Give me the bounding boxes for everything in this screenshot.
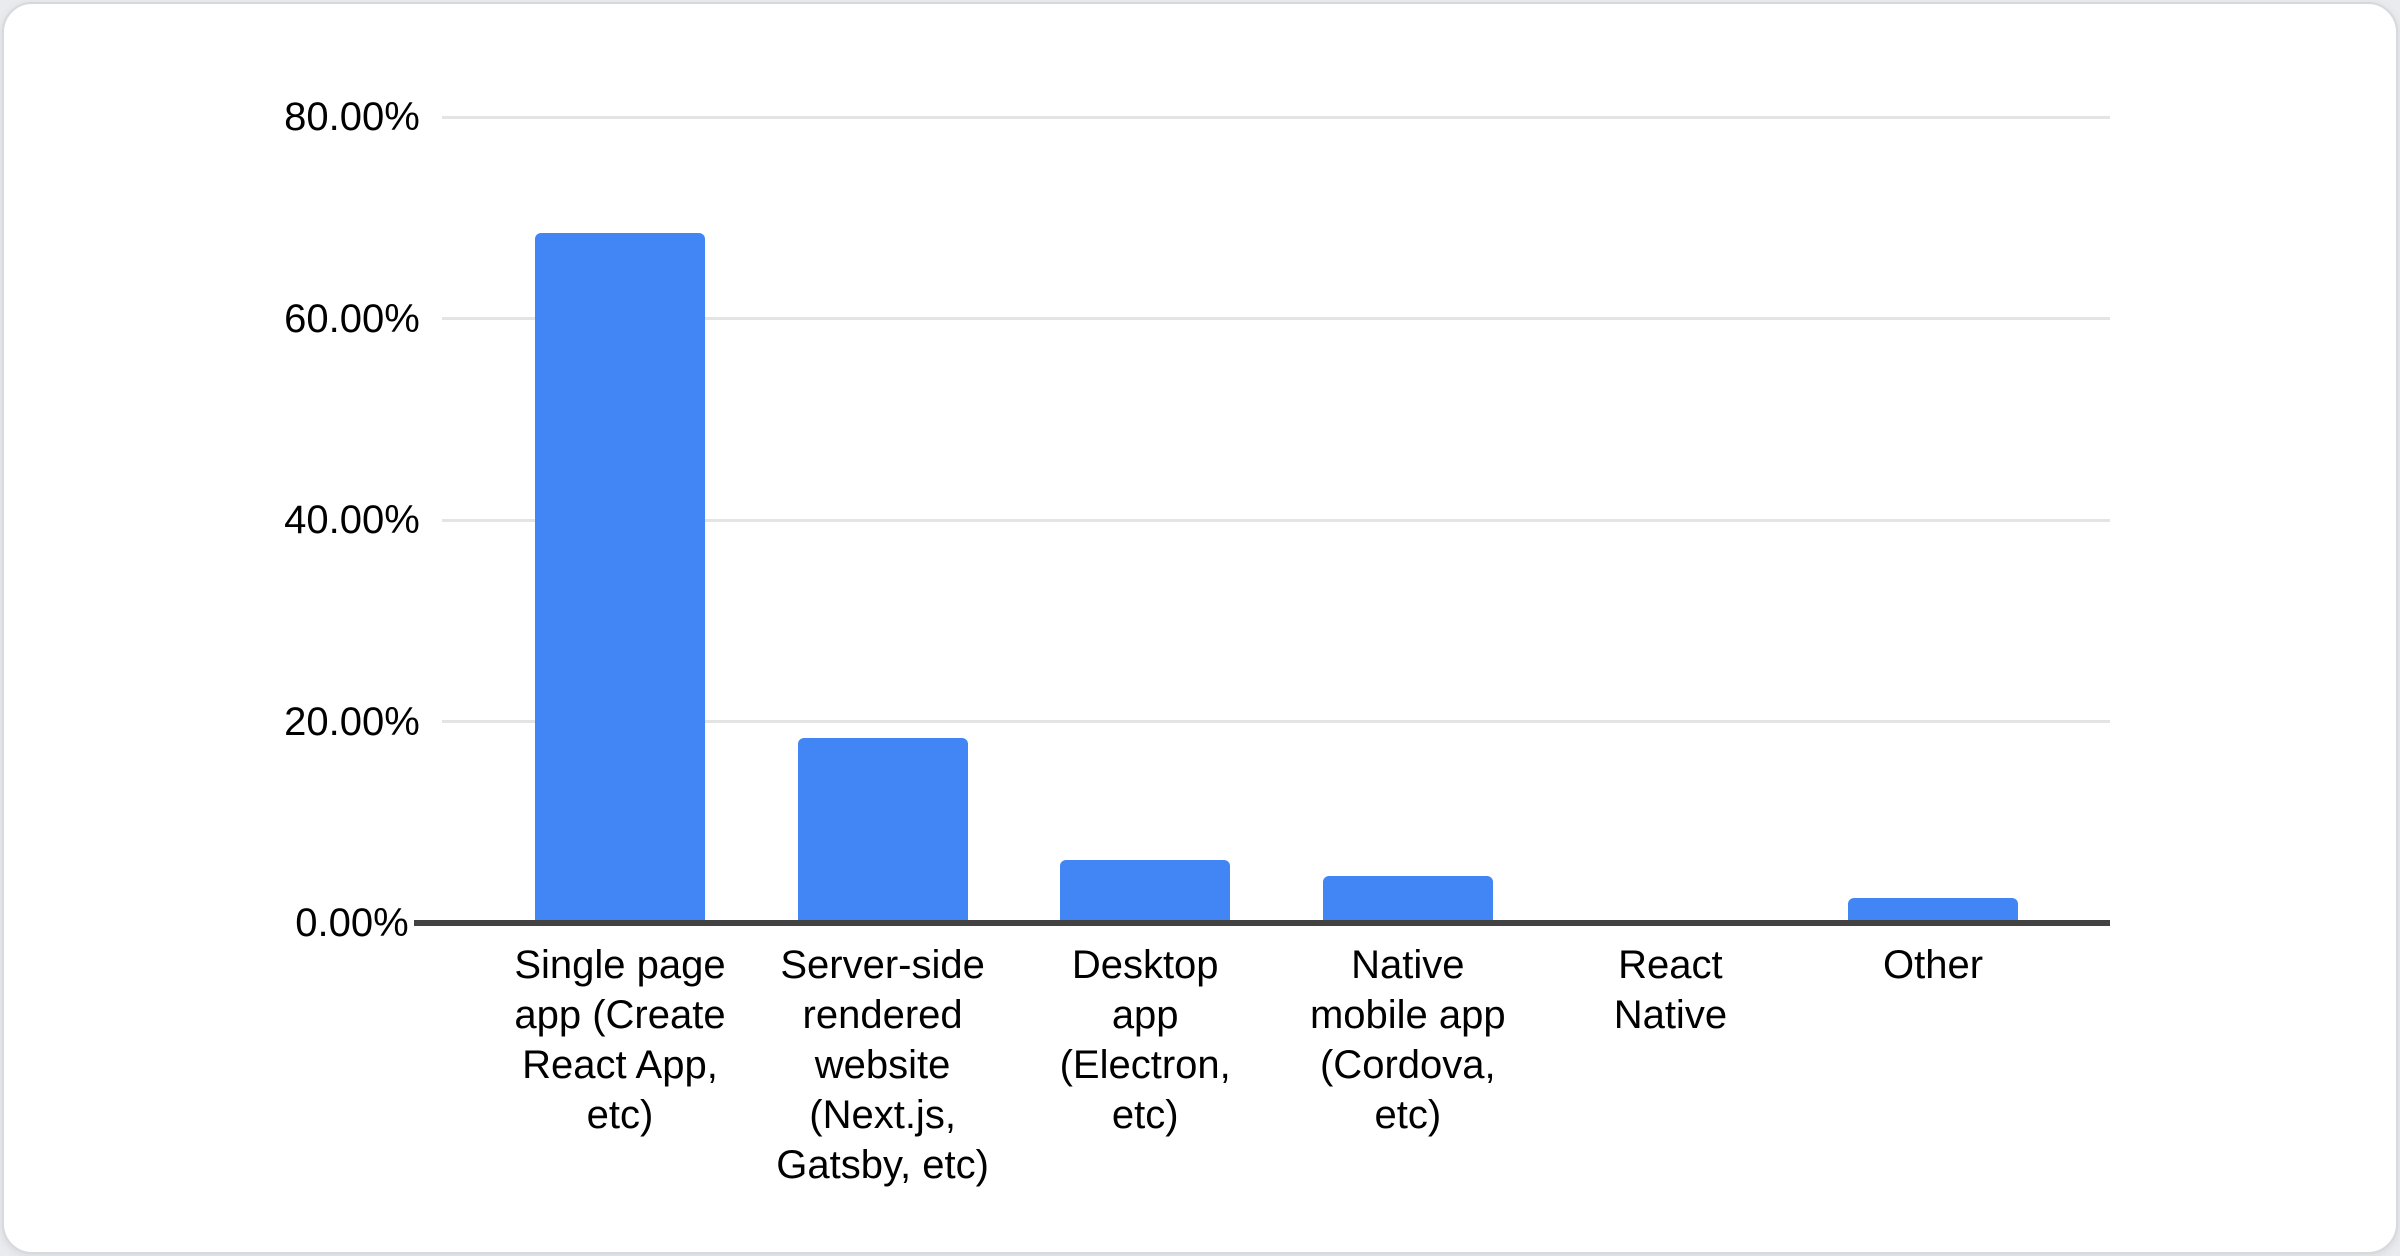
x-category-label: Other — [1882, 943, 1984, 987]
gridline — [442, 720, 2110, 723]
y-axis-tick-label: 20.00% — [284, 699, 420, 744]
x-category-label: Native mobile app (Cordova, etc) — [1309, 943, 1506, 1137]
x-category-label: Desktop app (Electron, etc) — [1059, 943, 1231, 1137]
gridline — [442, 317, 2110, 320]
gridline — [442, 518, 2110, 522]
x-category-label: Server-side rendered website (Next.js, G… — [776, 943, 989, 1187]
bar-3[interactable] — [1060, 860, 1231, 923]
x-category-label: React Native — [1613, 943, 1728, 1037]
y-axis-tick-label: 60.00% — [284, 296, 420, 341]
y-axis-tick-label: 40.00% — [284, 498, 420, 542]
gridline — [442, 115, 2110, 119]
x-axis-line — [414, 920, 2110, 926]
y-axis-tick-label: 0.00% — [295, 901, 409, 945]
x-category-label: Single page app (Create React App, etc) — [514, 943, 726, 1137]
y-axis-tick-label: 80.00% — [284, 95, 420, 139]
bar-1[interactable] — [535, 233, 705, 923]
bar-2[interactable] — [797, 738, 968, 923]
bar-4[interactable] — [1322, 876, 1493, 923]
bar-6[interactable] — [1848, 898, 2018, 923]
